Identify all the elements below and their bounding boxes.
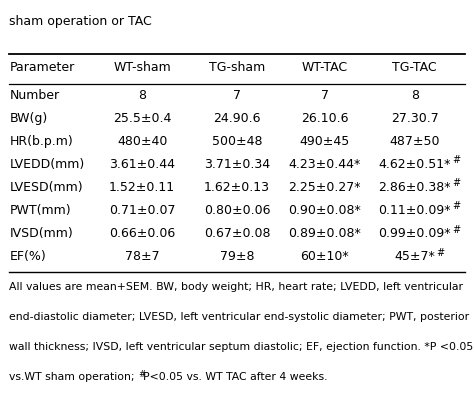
Text: EF(%): EF(%) bbox=[9, 250, 46, 263]
Text: LVESD(mm): LVESD(mm) bbox=[9, 181, 83, 194]
Text: 0.89±0.08*: 0.89±0.08* bbox=[288, 227, 361, 240]
Text: 0.80±0.06: 0.80±0.06 bbox=[204, 204, 270, 217]
Text: #: # bbox=[452, 224, 461, 234]
Text: 1.62±0.13: 1.62±0.13 bbox=[204, 181, 270, 194]
Text: 3.61±0.44: 3.61±0.44 bbox=[109, 158, 175, 171]
Text: HR(b.p.m): HR(b.p.m) bbox=[9, 135, 73, 148]
Text: #: # bbox=[452, 155, 460, 165]
Text: PWT(mm): PWT(mm) bbox=[9, 204, 71, 217]
Text: vs.WT sham operation;: vs.WT sham operation; bbox=[9, 372, 138, 382]
Text: 0.71±0.07: 0.71±0.07 bbox=[109, 204, 175, 217]
Text: #: # bbox=[452, 178, 461, 189]
Text: 490±45: 490±45 bbox=[300, 135, 350, 148]
Text: Parameter: Parameter bbox=[9, 61, 75, 74]
Text: LVEDD(mm): LVEDD(mm) bbox=[9, 158, 85, 171]
Text: BW(g): BW(g) bbox=[9, 112, 48, 125]
Text: P<0.05 vs. WT TAC after 4 weeks.: P<0.05 vs. WT TAC after 4 weeks. bbox=[143, 372, 327, 382]
Text: 0.67±0.08: 0.67±0.08 bbox=[204, 227, 270, 240]
Text: 7: 7 bbox=[233, 89, 241, 102]
Text: 487±50: 487±50 bbox=[390, 135, 440, 148]
Text: #: # bbox=[138, 370, 146, 380]
Text: 7: 7 bbox=[321, 89, 328, 102]
Text: 8: 8 bbox=[138, 89, 146, 102]
Text: All values are mean+SEM. BW, body weight; HR, heart rate; LVEDD, left ventricula: All values are mean+SEM. BW, body weight… bbox=[9, 282, 464, 292]
Text: 60±10*: 60±10* bbox=[301, 250, 349, 263]
Text: 79±8: 79±8 bbox=[220, 250, 254, 263]
Text: 4.62±0.51*: 4.62±0.51* bbox=[379, 158, 451, 171]
Text: wall thickness; IVSD, left ventricular septum diastolic; EF, ejection function. : wall thickness; IVSD, left ventricular s… bbox=[9, 342, 474, 352]
Text: 0.99±0.09*: 0.99±0.09* bbox=[379, 227, 451, 240]
Text: 0.11±0.09*: 0.11±0.09* bbox=[379, 204, 451, 217]
Text: 27.30.7: 27.30.7 bbox=[391, 112, 438, 125]
Text: 500±48: 500±48 bbox=[212, 135, 262, 148]
Text: #: # bbox=[437, 247, 445, 257]
Text: IVSD(mm): IVSD(mm) bbox=[9, 227, 73, 240]
Text: 26.10.6: 26.10.6 bbox=[301, 112, 348, 125]
Text: 2.86±0.38*: 2.86±0.38* bbox=[379, 181, 451, 194]
Text: WT-TAC: WT-TAC bbox=[301, 61, 348, 74]
Text: 78±7: 78±7 bbox=[125, 250, 160, 263]
Text: 3.71±0.34: 3.71±0.34 bbox=[204, 158, 270, 171]
Text: 25.5±0.4: 25.5±0.4 bbox=[113, 112, 172, 125]
Text: WT-sham: WT-sham bbox=[113, 61, 171, 74]
Text: Number: Number bbox=[9, 89, 60, 102]
Text: end-diastolic diameter; LVESD, left ventricular end-systolic diameter; PWT, post: end-diastolic diameter; LVESD, left vent… bbox=[9, 312, 470, 322]
Text: 480±40: 480±40 bbox=[117, 135, 167, 148]
Text: 8: 8 bbox=[411, 89, 419, 102]
Text: 1.52±0.11: 1.52±0.11 bbox=[109, 181, 175, 194]
Text: TG-TAC: TG-TAC bbox=[392, 61, 437, 74]
Text: sham operation or TAC: sham operation or TAC bbox=[9, 15, 152, 28]
Text: 45±7*: 45±7* bbox=[394, 250, 435, 263]
Text: #: # bbox=[452, 201, 461, 212]
Text: TG-sham: TG-sham bbox=[209, 61, 265, 74]
Text: 24.90.6: 24.90.6 bbox=[213, 112, 261, 125]
Text: 4.23±0.44*: 4.23±0.44* bbox=[289, 158, 361, 171]
Text: 0.66±0.06: 0.66±0.06 bbox=[109, 227, 175, 240]
Text: 2.25±0.27*: 2.25±0.27* bbox=[289, 181, 361, 194]
Text: 0.90±0.08*: 0.90±0.08* bbox=[288, 204, 361, 217]
